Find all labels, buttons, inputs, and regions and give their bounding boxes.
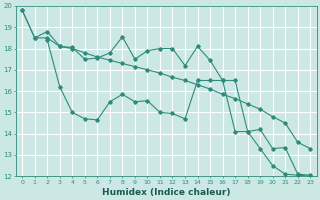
X-axis label: Humidex (Indice chaleur): Humidex (Indice chaleur)	[102, 188, 230, 197]
